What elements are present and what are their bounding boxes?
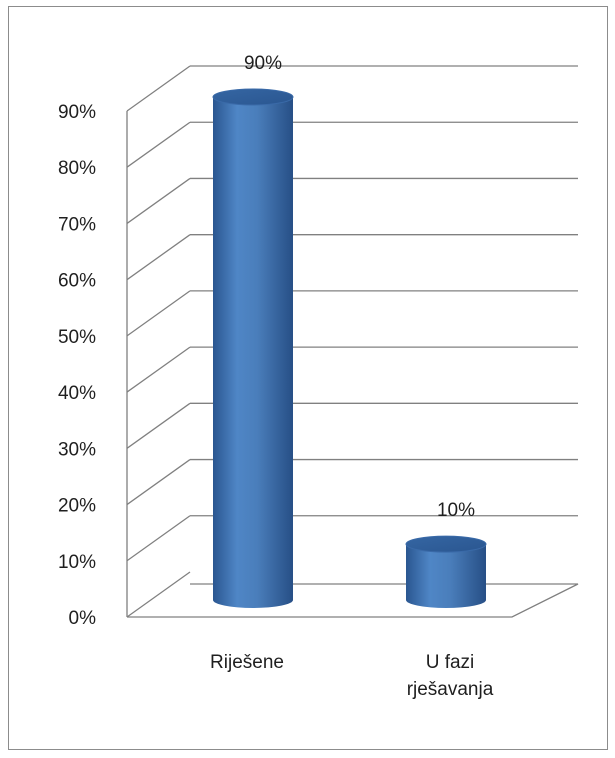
gridline-side (126, 571, 191, 618)
bars (212, 88, 487, 608)
bar (212, 88, 294, 608)
data-label: 10% (437, 500, 475, 521)
y-tick-label: 10% (58, 552, 96, 573)
floor-outline (127, 583, 579, 618)
y-tick-label: 0% (69, 608, 97, 629)
gridline-side (126, 65, 191, 112)
y-tick-label: 60% (58, 271, 96, 292)
chart-frame (8, 6, 608, 750)
gridline-side (126, 402, 191, 449)
gridlines (126, 65, 578, 618)
gridline-side (126, 290, 191, 337)
bar-body (213, 97, 293, 608)
bar-body (406, 544, 486, 608)
category-label: U fazi (426, 652, 475, 673)
y-tick-label: 30% (58, 439, 96, 460)
gridline-side (126, 121, 191, 168)
gridline-side (126, 177, 191, 224)
category-label: rješavanja (407, 679, 494, 700)
y-axis: 0% 10% 20% 30% 40% 50% 60% 70% 80% 90% (58, 102, 579, 629)
labels: 90% Riješene 10% U fazi rješavanja (210, 53, 494, 700)
bar-top (405, 535, 487, 553)
y-tick-label: 50% (58, 327, 96, 348)
y-tick-label: 80% (58, 158, 96, 179)
gridline-side (126, 459, 191, 506)
category-label: Riješene (210, 652, 284, 673)
bar (405, 535, 487, 608)
bar-top (212, 88, 294, 106)
gridline-side (126, 515, 191, 562)
data-label: 90% (244, 53, 282, 74)
y-tick-label: 20% (58, 496, 96, 517)
gridline-side (126, 346, 191, 393)
y-tick-label: 90% (58, 102, 96, 123)
gridline-side (126, 234, 191, 281)
y-tick-label: 70% (58, 214, 96, 235)
y-tick-label: 40% (58, 383, 96, 404)
